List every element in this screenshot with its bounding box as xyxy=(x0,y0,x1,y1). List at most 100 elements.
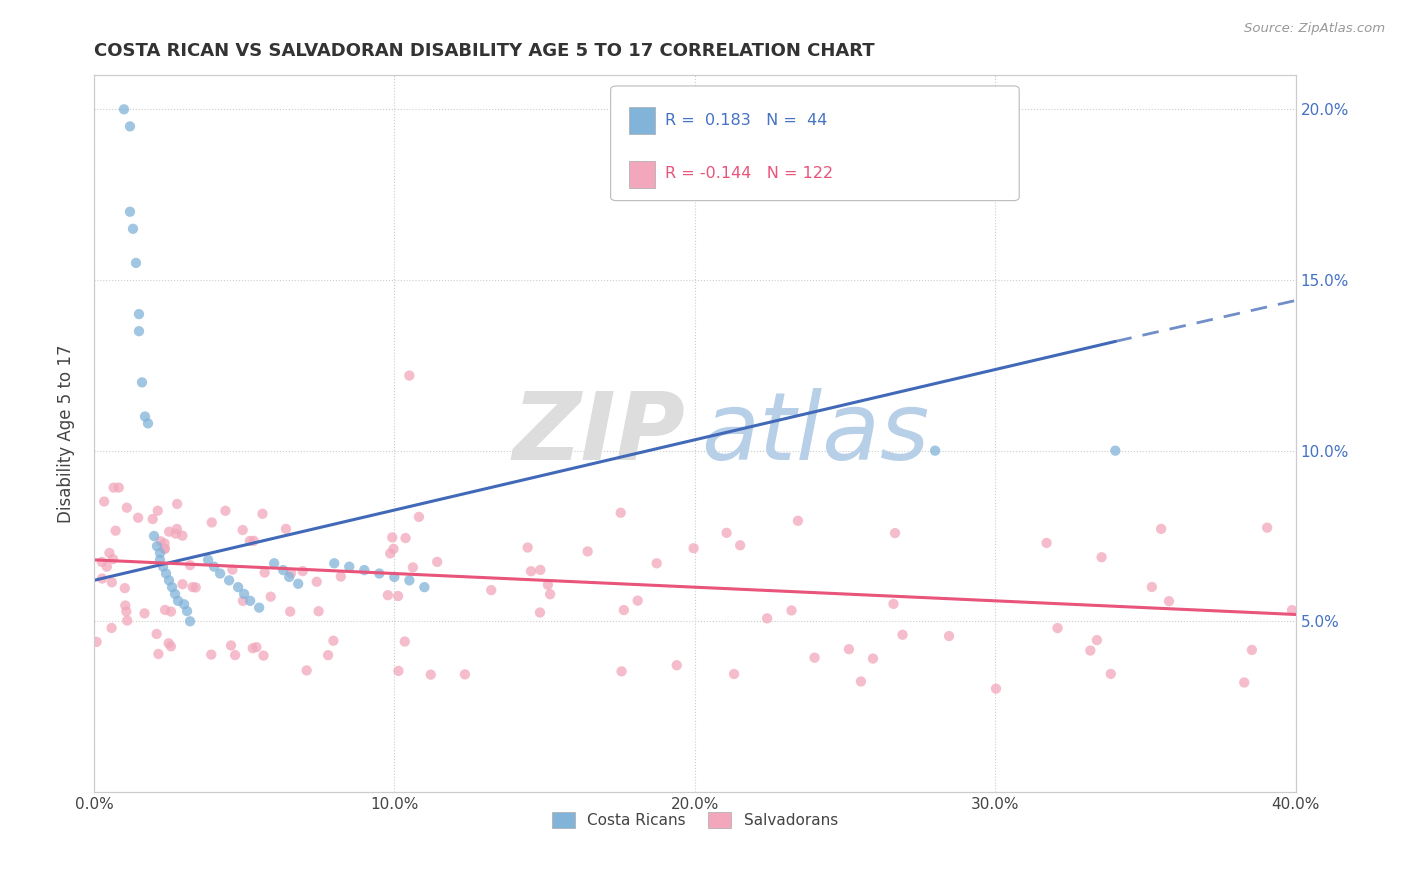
Text: R =  0.183   N =  44: R = 0.183 N = 44 xyxy=(665,112,827,128)
Point xyxy=(382,570,405,584)
Point xyxy=(537,578,560,592)
Point xyxy=(172,577,194,591)
Point xyxy=(1256,521,1278,535)
Point xyxy=(157,524,180,539)
Point xyxy=(93,494,115,508)
Point xyxy=(316,648,339,662)
Point xyxy=(329,569,352,583)
Point xyxy=(245,640,267,654)
Point xyxy=(408,509,430,524)
Point xyxy=(233,587,256,601)
Point xyxy=(131,376,153,390)
Point xyxy=(242,641,264,656)
Point xyxy=(96,559,118,574)
Point xyxy=(181,580,204,594)
Point xyxy=(118,204,141,219)
Point xyxy=(157,574,180,588)
Point xyxy=(849,674,872,689)
Point xyxy=(938,629,960,643)
Point xyxy=(149,534,172,549)
Point xyxy=(90,555,112,569)
Point xyxy=(1085,633,1108,648)
Point xyxy=(239,533,262,548)
Point xyxy=(838,642,860,657)
Point xyxy=(101,575,124,590)
Bar xyxy=(628,107,655,135)
Point xyxy=(136,417,159,431)
Point xyxy=(353,563,375,577)
Text: R = -0.144   N = 122: R = -0.144 N = 122 xyxy=(665,166,832,181)
Point xyxy=(112,103,135,117)
Point xyxy=(103,481,125,495)
Point xyxy=(280,566,302,581)
Point xyxy=(179,558,201,573)
Point xyxy=(184,581,207,595)
Legend: Costa Ricans, Salvadorans: Costa Ricans, Salvadorans xyxy=(546,806,844,835)
Point xyxy=(172,529,194,543)
Point xyxy=(197,553,219,567)
Point xyxy=(413,580,436,594)
Point xyxy=(271,563,294,577)
Point xyxy=(155,566,177,581)
Point xyxy=(529,606,551,620)
Point xyxy=(278,570,301,584)
Point xyxy=(221,563,243,577)
Point xyxy=(226,580,249,594)
Point xyxy=(323,556,346,570)
Point xyxy=(260,590,283,604)
Point xyxy=(152,559,174,574)
Point xyxy=(337,559,360,574)
Point xyxy=(91,572,114,586)
Point xyxy=(160,580,183,594)
Bar xyxy=(628,161,655,188)
Point xyxy=(252,648,274,663)
Point xyxy=(149,553,172,567)
Point xyxy=(153,603,176,617)
Point xyxy=(101,552,124,566)
Point xyxy=(160,640,183,654)
Point xyxy=(214,504,236,518)
Point xyxy=(128,324,150,338)
Point xyxy=(398,368,420,383)
Point xyxy=(1046,621,1069,635)
Point xyxy=(219,639,242,653)
Point xyxy=(104,524,127,538)
Point xyxy=(115,500,138,515)
Point xyxy=(118,120,141,134)
Point xyxy=(166,522,188,536)
Point xyxy=(924,443,946,458)
Point xyxy=(1090,550,1112,565)
Point xyxy=(153,536,176,550)
Point xyxy=(682,541,704,556)
Point xyxy=(148,647,170,661)
Point xyxy=(232,523,254,537)
Point xyxy=(723,667,745,681)
Point xyxy=(716,525,738,540)
Point xyxy=(201,516,224,530)
Point xyxy=(1078,643,1101,657)
Point xyxy=(149,546,172,560)
Point xyxy=(627,593,650,607)
Point xyxy=(160,605,183,619)
Y-axis label: Disability Age 5 to 17: Disability Age 5 to 17 xyxy=(58,344,75,523)
Point xyxy=(295,664,318,678)
Point xyxy=(787,514,810,528)
Point xyxy=(803,650,825,665)
Text: ZIP: ZIP xyxy=(512,388,685,480)
Point xyxy=(274,522,297,536)
Point xyxy=(179,615,201,629)
Point xyxy=(209,566,232,581)
Point xyxy=(1150,522,1173,536)
Point xyxy=(224,648,246,662)
Point xyxy=(479,583,502,598)
Point xyxy=(1157,594,1180,608)
Point xyxy=(166,497,188,511)
Point xyxy=(134,409,156,424)
Point xyxy=(387,589,409,603)
Point xyxy=(115,614,138,628)
Point xyxy=(576,544,599,558)
Point xyxy=(884,526,907,541)
Point xyxy=(1240,643,1263,657)
Point xyxy=(287,576,309,591)
Point xyxy=(115,605,138,619)
